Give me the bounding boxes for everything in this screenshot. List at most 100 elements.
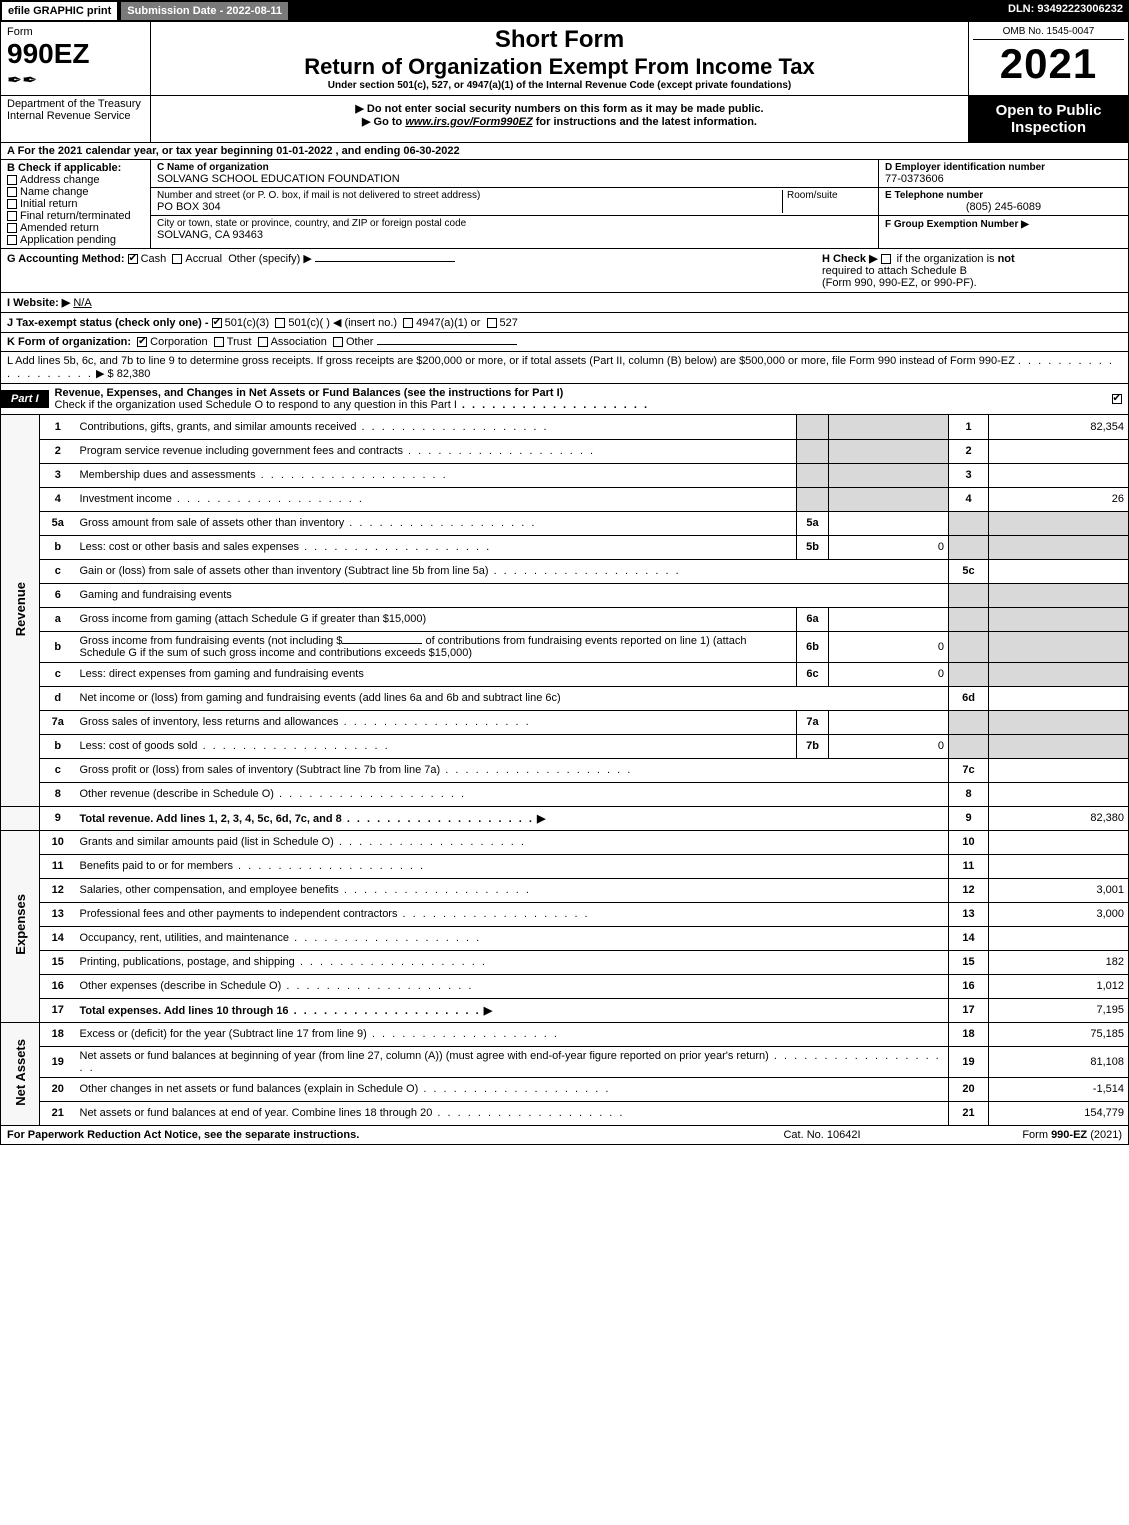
col-def: D Employer identification number 77-0373… [878, 160, 1128, 248]
ln11-desc: Benefits paid to or for members [76, 854, 949, 878]
ln21-desc: Net assets or fund balances at end of ye… [76, 1101, 949, 1125]
ln21-out: 21 [949, 1101, 989, 1125]
ln17-desc: Total expenses. Add lines 10 through 16 … [76, 998, 949, 1022]
j-501c: 501(c)( ) ◀ (insert no.) [288, 317, 397, 329]
j-527: 527 [500, 317, 518, 329]
ln5a-in: 5a [797, 511, 829, 535]
l-amt: $ 82,380 [108, 368, 151, 380]
h-box[interactable] [881, 254, 891, 264]
dept-block: Department of the Treasury Internal Reve… [1, 96, 151, 142]
ln20-desc: Other changes in net assets or fund bala… [76, 1077, 949, 1101]
org-street: PO BOX 304 [157, 201, 782, 213]
ln1-desc: Contributions, gifts, grants, and simila… [76, 415, 797, 439]
b-opt-initial[interactable]: Initial return [7, 198, 144, 210]
ln16-desc: Other expenses (describe in Schedule O) [76, 974, 949, 998]
ln10-desc: Grants and similar amounts paid (list in… [76, 830, 949, 854]
d-lbl: D Employer identification number [885, 162, 1122, 173]
b-opt-name[interactable]: Name change [7, 186, 144, 198]
j-501c-box[interactable] [275, 318, 285, 328]
ln6b-desc: Gross income from fundraising events (no… [76, 631, 797, 662]
submission-date: Submission Date - 2022-08-11 [119, 0, 290, 22]
org-city: SOLVANG, CA 93463 [157, 229, 872, 241]
ln19-val: 81,108 [989, 1046, 1129, 1077]
open-to-public: Open to Public Inspection [968, 96, 1128, 142]
ln6d-val [989, 686, 1129, 710]
ln4-val: 26 [989, 487, 1129, 511]
ln7a-desc: Gross sales of inventory, less returns a… [76, 710, 797, 734]
b-opt-final[interactable]: Final return/terminated [7, 210, 144, 222]
ln21-val: 154,779 [989, 1101, 1129, 1125]
dln: DLN: 93492223006232 [1002, 0, 1129, 22]
ln6d-desc: Net income or (loss) from gaming and fun… [76, 686, 949, 710]
ln10-val [989, 830, 1129, 854]
h-tail2: required to attach Schedule B [822, 265, 967, 277]
h-tail1: if the organization is [897, 253, 998, 265]
form-title-2: Return of Organization Exempt From Incom… [157, 54, 962, 80]
c-name-lbl: C Name of organization [157, 162, 872, 173]
ln7b-in: 7b [797, 734, 829, 758]
ln3-out: 3 [949, 463, 989, 487]
k-row: K Form of organization: Corporation Trus… [0, 333, 1129, 352]
ln2-desc: Program service revenue including govern… [76, 439, 797, 463]
g-other: Other (specify) ▶ [228, 253, 312, 265]
ln5c-out: 5c [949, 559, 989, 583]
ln6a-desc: Gross income from gaming (attach Schedul… [76, 607, 797, 631]
part-i-bar: Part I Revenue, Expenses, and Changes in… [0, 384, 1129, 415]
b-opt-pending[interactable]: Application pending [7, 234, 144, 246]
col-b: B Check if applicable: Address change Na… [1, 160, 151, 248]
g-lbl: G Accounting Method: [7, 253, 125, 265]
entity-block: B Check if applicable: Address change Na… [0, 160, 1129, 249]
ln7b-inval: 0 [829, 734, 949, 758]
b-opt-amended[interactable]: Amended return [7, 222, 144, 234]
year-block: OMB No. 1545-0047 2021 [968, 22, 1128, 95]
org-name: SOLVANG SCHOOL EDUCATION FOUNDATION [157, 173, 872, 185]
j-501c3-box[interactable] [212, 318, 222, 328]
e-lbl: E Telephone number [885, 190, 1122, 201]
part-i-check: Check if the organization used Schedule … [55, 399, 457, 411]
k-assoc-box[interactable] [258, 337, 268, 347]
ln14-desc: Occupancy, rent, utilities, and maintena… [76, 926, 949, 950]
ln5c-val [989, 559, 1129, 583]
ln11-val [989, 854, 1129, 878]
j-4947-box[interactable] [403, 318, 413, 328]
notice-2-pre: ▶ Go to [362, 116, 405, 128]
ln1-no: 1 [40, 415, 76, 439]
j-pre: J Tax-exempt status (check only one) - [7, 317, 212, 329]
line-a: A For the 2021 calendar year, or tax yea… [0, 143, 1129, 160]
under-section: Under section 501(c), 527, or 4947(a)(1)… [157, 80, 962, 91]
k-trust-box[interactable] [214, 337, 224, 347]
j-527-box[interactable] [487, 318, 497, 328]
f-lbl: F Group Exemption Number ▶ [885, 219, 1029, 230]
ln18-val: 75,185 [989, 1022, 1129, 1046]
k-corp-box[interactable] [137, 337, 147, 347]
ln12-out: 12 [949, 878, 989, 902]
ln2-val [989, 439, 1129, 463]
irs-link[interactable]: www.irs.gov/Form990EZ [405, 116, 532, 128]
ln4-desc: Investment income [76, 487, 797, 511]
ln6b-in: 6b [797, 631, 829, 662]
j-4947: 4947(a)(1) or [416, 317, 480, 329]
col-c: C Name of organization SOLVANG SCHOOL ED… [151, 160, 878, 248]
efile-print-button[interactable]: efile GRAPHIC print [0, 0, 119, 22]
ln6-desc: Gaming and fundraising events [76, 583, 949, 607]
ln15-val: 182 [989, 950, 1129, 974]
h-not: not [998, 253, 1015, 265]
k-other-box[interactable] [333, 337, 343, 347]
g-cash-box[interactable] [128, 254, 138, 264]
ln6c-inval: 0 [829, 662, 949, 686]
g-accrual: Accrual [185, 253, 222, 265]
b-label: B Check if applicable: [7, 162, 144, 174]
footer-right: Form 990-EZ (2021) [942, 1129, 1122, 1141]
ln7a-in: 7a [797, 710, 829, 734]
form-word: Form [7, 26, 144, 38]
part-i-title: Revenue, Expenses, and Changes in Net As… [49, 384, 1108, 414]
c-city-cell: City or town, state or province, country… [151, 216, 878, 243]
form-number-block: Form 990EZ ✒✒ [1, 22, 151, 95]
part-i-checkbox[interactable] [1108, 393, 1128, 405]
ln10-out: 10 [949, 830, 989, 854]
form-header: Form 990EZ ✒✒ Short Form Return of Organ… [0, 22, 1129, 96]
g-accrual-box[interactable] [172, 254, 182, 264]
ln6a-in: 6a [797, 607, 829, 631]
b-opt-address[interactable]: Address change [7, 174, 144, 186]
footer-left: For Paperwork Reduction Act Notice, see … [7, 1129, 702, 1141]
